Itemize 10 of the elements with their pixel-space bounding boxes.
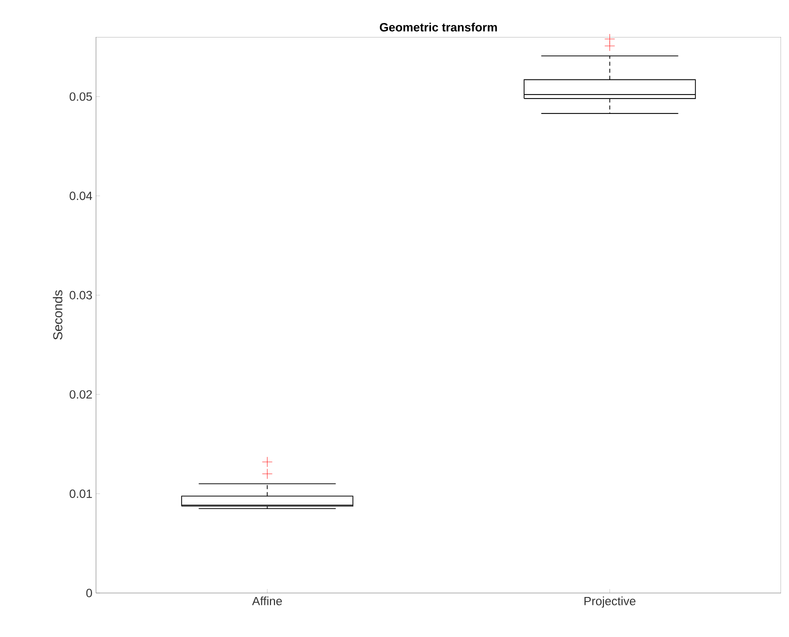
y-tick-label: 0.03 [70, 290, 92, 300]
x-tick-label: Affine [252, 596, 282, 606]
y-tick-label: 0 [86, 588, 92, 598]
x-tick-label: Projective [584, 596, 636, 608]
y-tick-label: 0.04 [70, 192, 92, 200]
y-axis-title: Seconds [52, 290, 62, 340]
y-tick-label: 0.02 [70, 390, 92, 399]
y-tick-label: 0.01 [70, 489, 92, 498]
y-tick-label: 0.05 [70, 92, 92, 101]
chart-title: Geometric transform [380, 22, 497, 32]
